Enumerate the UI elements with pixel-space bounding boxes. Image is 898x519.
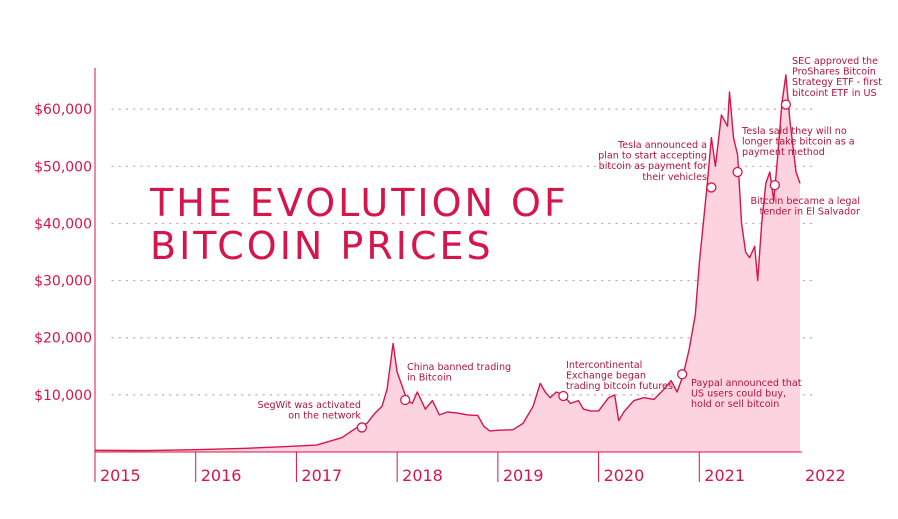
event-marker <box>780 99 792 110</box>
chart-title-line: THE EVOLUTION OF <box>149 181 569 225</box>
y-tick-label: $20,000 <box>34 331 92 347</box>
event-annotation-line: ProShares Bitcoin <box>792 67 876 78</box>
price-area-fill <box>95 74 800 453</box>
annotations: SegWit was activated on the network China … <box>258 56 882 433</box>
event-annotation-line: trading bitcoin futures <box>566 381 673 392</box>
event-annotation: SEC approved the ProShares Bitcoin Strateg… <box>792 56 882 99</box>
event-annotation-line: hold or sell bitcoin <box>691 399 779 410</box>
event-annotation-line: Tesla said they will no <box>741 126 847 137</box>
event-annotation: Bitcoin became a legal tender in El Salva… <box>750 196 860 218</box>
event-annotation-line: Strategy ETF - first <box>792 77 882 88</box>
x-tick-label: 2018 <box>402 466 443 485</box>
y-tick-label: $50,000 <box>34 159 92 175</box>
event-marker <box>706 182 717 193</box>
x-tick-label: 2022 <box>805 466 846 485</box>
event-annotation-line: plan to start accepting <box>598 151 707 162</box>
event-annotation-line: Intercontinental <box>566 360 642 371</box>
axes <box>94 68 802 453</box>
x-tick-label: 2021 <box>704 466 745 485</box>
event-marker <box>558 390 569 402</box>
event-annotation: Tesla announced a plan to start accepting… <box>598 140 707 183</box>
event-marker <box>400 394 411 406</box>
event-marker <box>677 369 688 380</box>
x-tick-label: 2020 <box>604 466 645 485</box>
event-annotation-line: bitcoint ETF in US <box>792 88 877 99</box>
event-marker <box>769 180 780 191</box>
event-annotation-line: Bitcoin became a legal <box>750 196 860 207</box>
event-annotation-line: SEC approved the <box>792 56 878 67</box>
x-tick-label: 2017 <box>301 466 342 485</box>
y-tick-label: $40,000 <box>34 216 92 232</box>
event-annotation-line: in Bitcoin <box>407 373 452 384</box>
x-tick-label: 2019 <box>503 466 544 485</box>
event-annotation-line: bitcoin as payment for <box>599 161 707 172</box>
event-annotation-line: Tesla announced a <box>617 140 707 151</box>
event-annotation-line: payment method <box>742 147 825 158</box>
event-annotation: China banned trading in Bitcoin <box>407 362 511 384</box>
event-annotation-line: US users could buy, <box>691 389 786 400</box>
y-tick-label: $10,000 <box>34 388 92 404</box>
event-marker <box>732 166 743 178</box>
price-area <box>94 74 801 453</box>
event-annotation: Intercontinental Exchange began trading bi… <box>566 360 673 392</box>
event-annotation-line: longer take bitcoin as a <box>742 137 855 148</box>
x-axis-tick-labels: 2015 2016 2017 2018 2019 2020 2021 2022 <box>94 452 846 485</box>
y-axis-tick-labels: $10,000 $20,000 $30,000 $40,000 $50,000 $60,0… <box>34 102 92 404</box>
x-tick-label: 2016 <box>201 466 242 485</box>
event-annotation-line: tender in El Salvador <box>760 207 860 218</box>
y-tick-label: $60,000 <box>34 102 92 118</box>
event-annotation-line: China banned trading <box>407 362 511 373</box>
chart-title-line: BITCOIN PRICES <box>150 224 494 268</box>
y-tick-label: $30,000 <box>34 274 92 290</box>
event-annotation-line: SegWit was activated <box>258 400 362 411</box>
event-annotation: Paypal announced that US users could buy,… <box>691 378 802 410</box>
event-marker <box>356 422 368 433</box>
event-annotation: SegWit was activated on the network <box>258 400 362 422</box>
event-annotation-line: on the network <box>288 411 361 422</box>
event-annotation: Tesla said they will no longer take bitco… <box>741 126 855 158</box>
x-tick-label: 2015 <box>100 466 141 485</box>
event-annotation-line: Exchange began <box>566 371 646 382</box>
price-line <box>94 74 801 452</box>
event-annotation-line: their vehicles <box>642 172 707 183</box>
event-annotation-line: Paypal announced that <box>691 378 802 389</box>
